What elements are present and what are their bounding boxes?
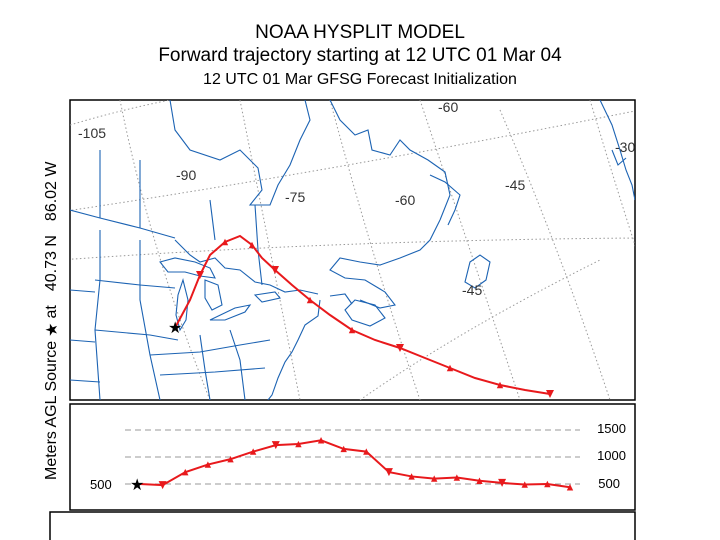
- lon-label: -105: [78, 125, 106, 141]
- coastlines: [70, 100, 635, 400]
- title-line-1: NOAA HYSPLIT MODEL: [255, 22, 465, 43]
- trajectory-point: [446, 364, 454, 372]
- height-point: [158, 481, 167, 490]
- height-point: [566, 484, 574, 491]
- lon-label: -45: [505, 177, 525, 193]
- trajectory-path: [175, 234, 554, 398]
- height-gridlines: [125, 429, 580, 485]
- lon-label: -60: [438, 99, 458, 115]
- trajectory-point: [271, 266, 279, 274]
- height-point: [453, 474, 461, 481]
- height-point: [204, 461, 212, 468]
- height-point: [384, 468, 393, 477]
- star-icon: ★: [44, 322, 61, 337]
- height-point: [249, 448, 257, 455]
- trajectory-point: [546, 390, 554, 398]
- title-line-3: 12 UTC 01 Mar GFSG Forecast Initializati…: [203, 71, 517, 88]
- lon-label: -30: [615, 139, 635, 155]
- lower-frame: [49, 511, 636, 540]
- side-at: at: [43, 305, 60, 319]
- lon-label: -60: [395, 192, 415, 208]
- title-line-2: Forward trajectory starting at 12 UTC 01…: [158, 45, 562, 66]
- height-line: [139, 439, 571, 489]
- source-height-label: 500: [90, 477, 112, 492]
- trajectory-point: [221, 238, 229, 246]
- height-point: [476, 477, 483, 484]
- side-prefix: Meters AGL: [43, 395, 60, 480]
- height-point: [408, 473, 415, 480]
- side-source: Source: [43, 340, 60, 392]
- graticule: [70, 100, 635, 400]
- lon-label: -90: [176, 167, 196, 183]
- ytick-label-1000: 1000: [597, 448, 626, 463]
- trajectory-point: [196, 271, 204, 279]
- trajectory-point: [396, 344, 404, 352]
- height-series: [139, 437, 574, 491]
- height-point: [182, 468, 189, 476]
- trajectory-point: [306, 296, 314, 304]
- height-point: [271, 441, 280, 450]
- star-icon: ★: [168, 320, 182, 337]
- height-point: [363, 448, 370, 455]
- lon-label: -75: [285, 189, 305, 205]
- map-frame: [69, 99, 636, 401]
- star-icon: ★: [130, 477, 144, 494]
- ytick-label-500: 500: [598, 476, 620, 491]
- trajectory-point: [348, 326, 356, 334]
- trajectory-point: [496, 381, 504, 389]
- height-point: [431, 475, 438, 482]
- side-label: Meters AGL Source ★ at 40.73 N 86.02 W: [40, 110, 64, 480]
- map-content: -105 -90 -75 -60 -45 -30 -45 -60: [70, 99, 635, 400]
- height-point: [295, 440, 302, 448]
- height-point: [544, 480, 551, 488]
- height-panel: 1500 1000 500 500 ★: [69, 403, 636, 511]
- trajectory-point: [248, 241, 256, 249]
- height-point: [340, 445, 347, 453]
- height-point: [498, 478, 507, 487]
- map-panel: -105 -90 -75 -60 -45 -30 -45 -60 ★: [69, 99, 636, 401]
- lon-label: -45: [462, 282, 482, 298]
- side-lat: 40.73 N: [43, 235, 60, 292]
- height-point: [317, 437, 325, 444]
- height-point: [227, 455, 234, 463]
- side-lon: 86.02 W: [43, 161, 60, 222]
- height-point: [521, 481, 528, 488]
- ytick-label-1500: 1500: [597, 421, 626, 436]
